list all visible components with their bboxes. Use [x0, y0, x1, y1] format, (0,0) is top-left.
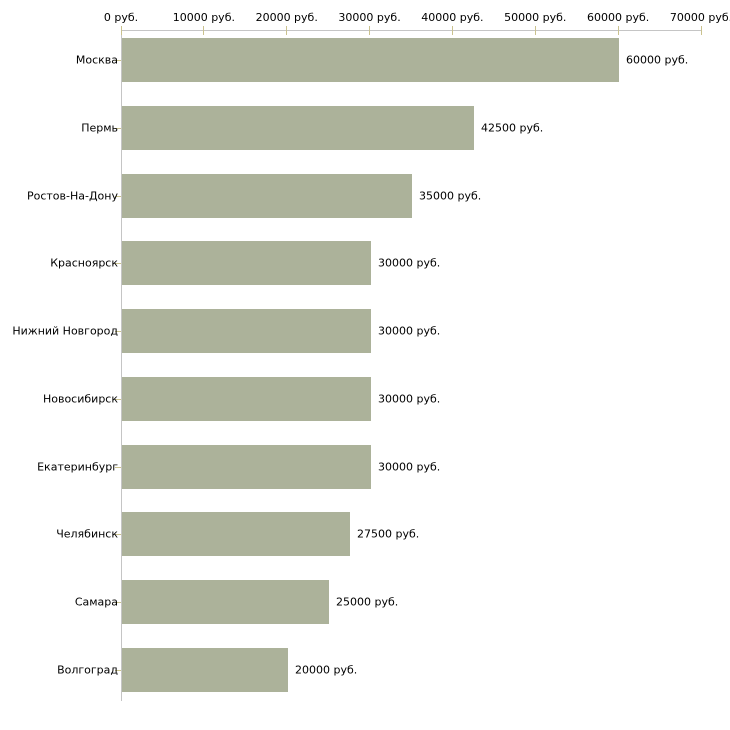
x-axis-line: [121, 30, 702, 31]
x-axis-tick-label: 30000 руб.: [338, 11, 401, 24]
y-axis-tick: [115, 60, 121, 61]
y-axis-line: [121, 30, 122, 701]
x-axis-tick: [451, 26, 453, 35]
bar-value-label: 60000 руб.: [626, 53, 689, 67]
bar-value-label: 30000 руб.: [378, 256, 441, 270]
bar: [122, 580, 329, 624]
x-axis-tick: [203, 26, 205, 35]
x-axis-tick-label: 50000 руб.: [504, 11, 567, 24]
bar: [122, 377, 371, 421]
x-axis-tick-label: 10000 руб.: [172, 11, 235, 24]
bar-value-label: 30000 руб.: [378, 460, 441, 474]
category-label: Ростов-На-Дону: [26, 189, 118, 203]
x-axis-tick-label: 20000 руб.: [255, 11, 318, 24]
category-label: Нижний Новгород: [12, 324, 118, 338]
bar: [122, 309, 371, 353]
bar-value-label: 25000 руб.: [336, 595, 399, 609]
category-label: Волгоград: [57, 663, 118, 677]
x-axis-tick: [700, 26, 702, 35]
y-axis-tick: [115, 128, 121, 129]
bar: [122, 648, 288, 692]
x-axis-tick: [120, 26, 122, 35]
y-axis-tick: [115, 602, 121, 603]
bar: [122, 241, 371, 285]
y-axis-tick: [115, 534, 121, 535]
y-axis-tick: [115, 263, 121, 264]
bar-value-label: 42500 руб.: [481, 121, 544, 135]
bar-value-label: 35000 руб.: [419, 189, 482, 203]
y-axis-tick: [115, 399, 121, 400]
bar: [122, 445, 371, 489]
category-label: Самара: [74, 595, 118, 609]
bar: [122, 174, 412, 218]
category-label: Москва: [75, 53, 118, 67]
category-label: Новосибирск: [42, 392, 118, 406]
x-axis-tick: [534, 26, 536, 35]
category-label: Пермь: [81, 121, 118, 135]
bar-value-label: 30000 руб.: [378, 392, 441, 406]
bar-value-label: 30000 руб.: [378, 324, 441, 338]
bar: [122, 106, 474, 150]
y-axis-tick: [115, 196, 121, 197]
category-label: Челябинск: [56, 527, 118, 541]
bar-value-label: 20000 руб.: [295, 663, 358, 677]
x-axis-tick: [286, 26, 288, 35]
bar: [122, 512, 350, 556]
x-axis-tick: [369, 26, 371, 35]
x-axis-tick-label: 40000 руб.: [421, 11, 484, 24]
category-label: Екатеринбург: [37, 460, 118, 474]
bar: [122, 38, 619, 82]
x-axis-tick-label: 60000 руб.: [587, 11, 650, 24]
category-label: Красноярск: [50, 256, 118, 270]
y-axis-tick: [115, 467, 121, 468]
x-axis-tick-label: 0 руб.: [103, 11, 139, 24]
y-axis-tick: [115, 331, 121, 332]
x-axis-tick: [617, 26, 619, 35]
y-axis-tick: [115, 670, 121, 671]
bar-value-label: 27500 руб.: [357, 527, 420, 541]
x-axis-tick-label: 70000 руб.: [669, 11, 730, 24]
